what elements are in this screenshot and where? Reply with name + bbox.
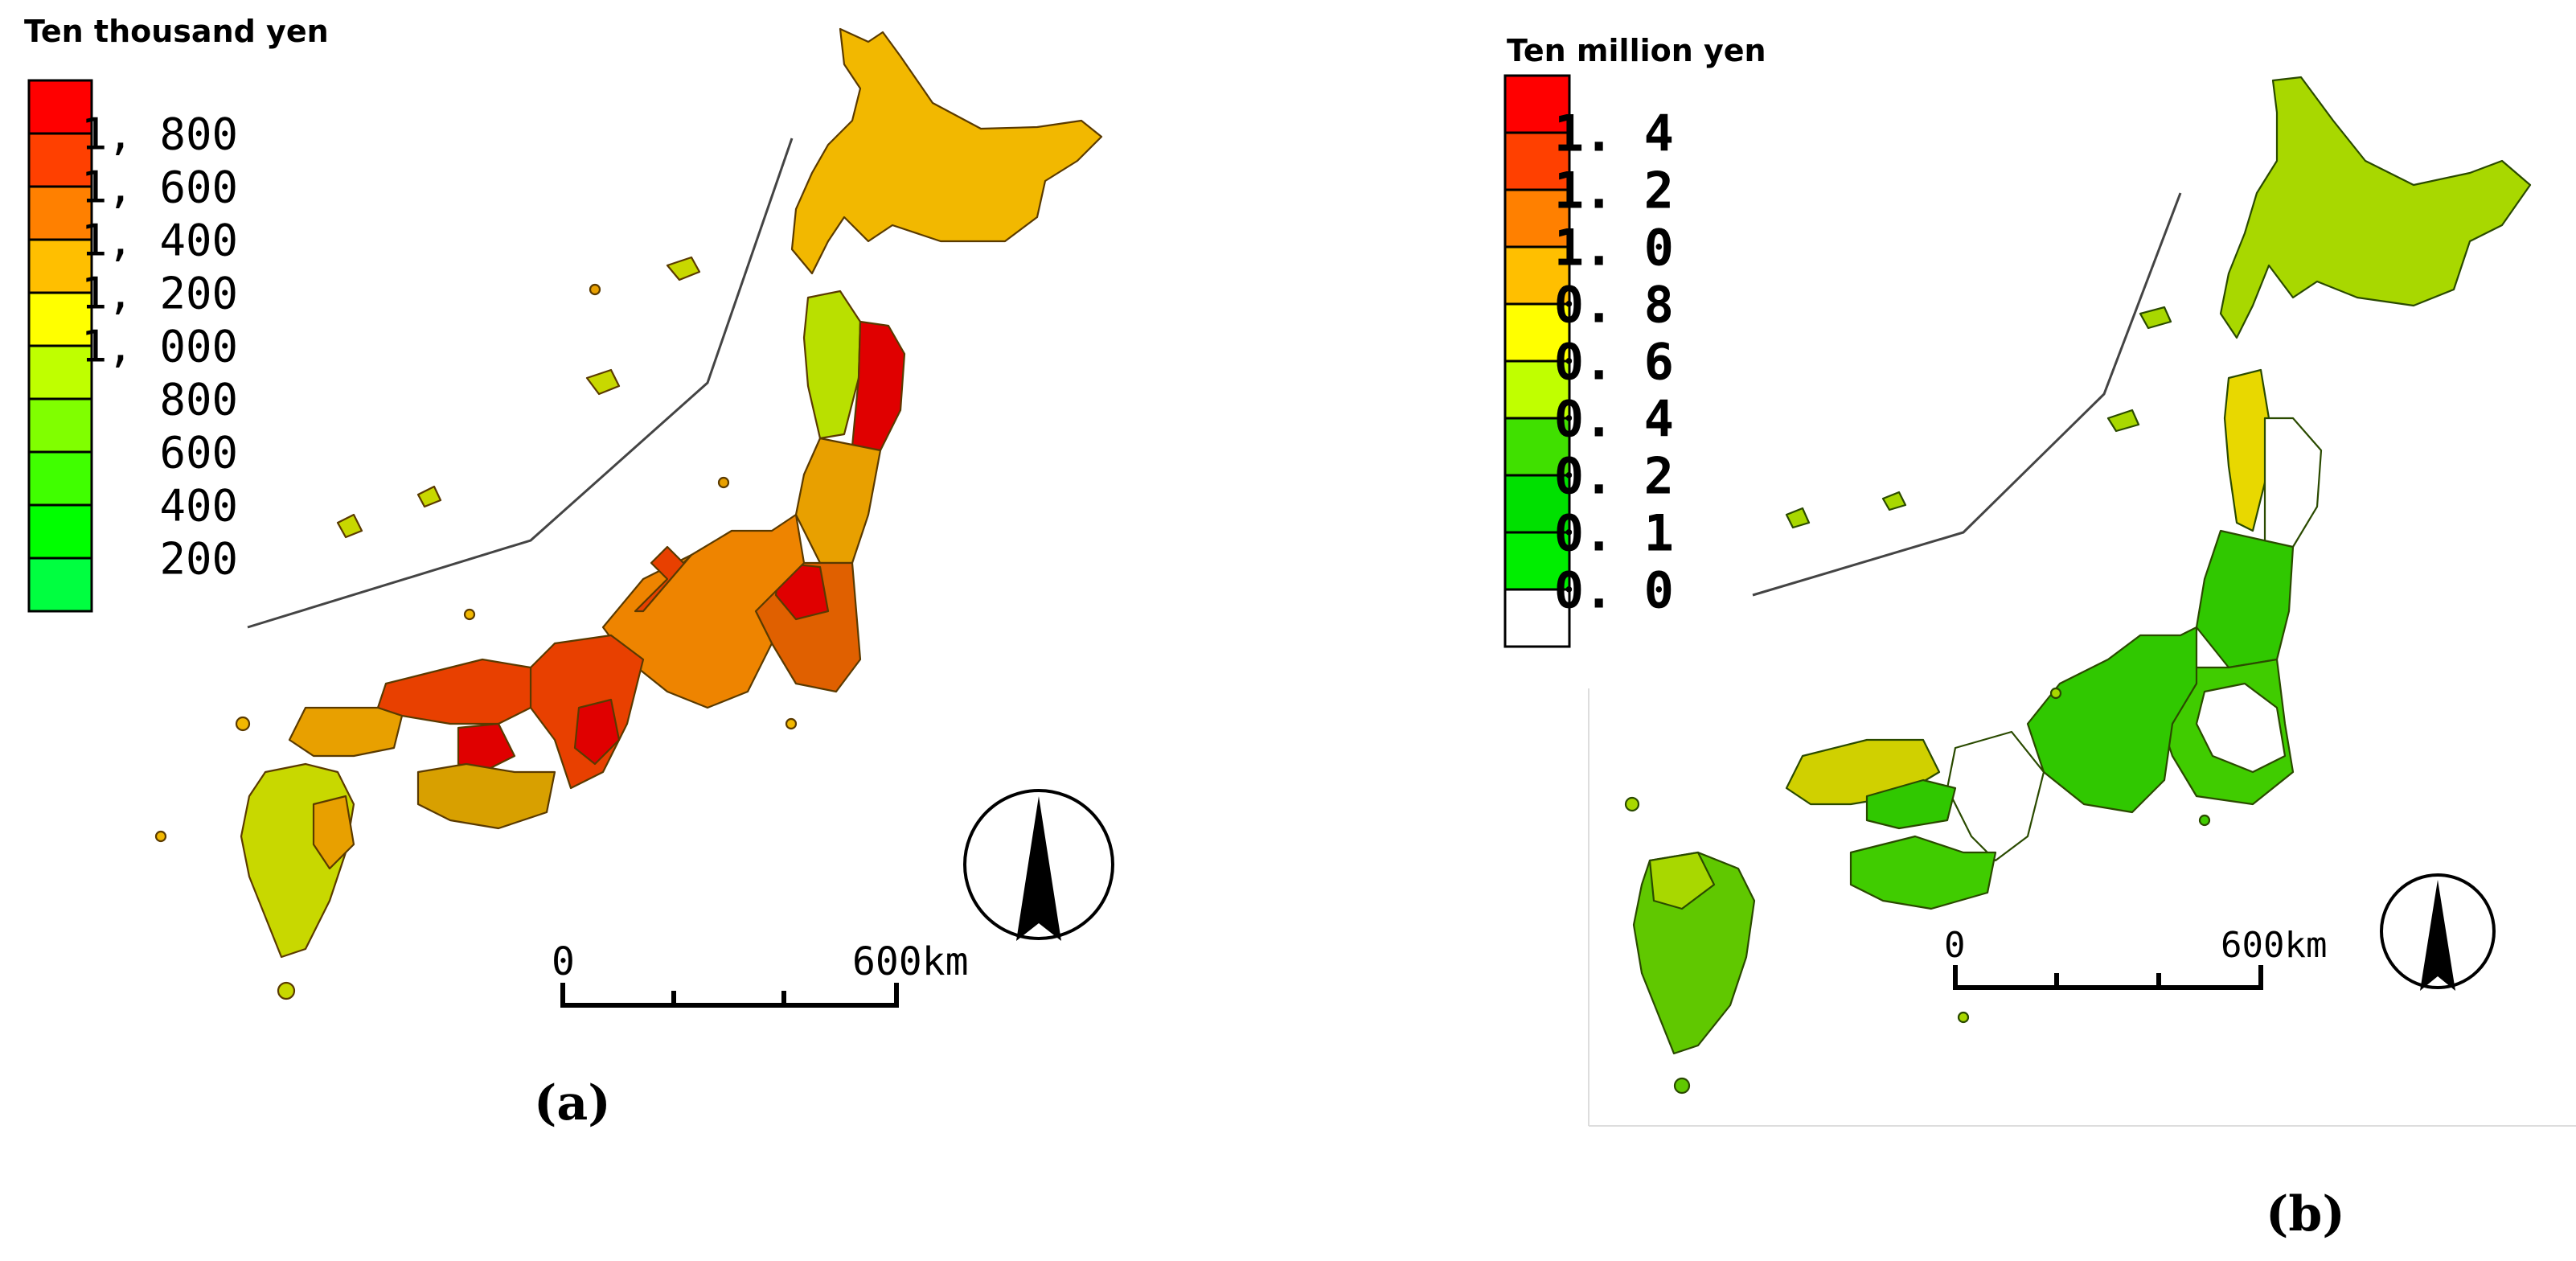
inset-divider-line-b xyxy=(1752,192,2182,597)
legend-label: 200 xyxy=(159,533,238,584)
okinawa-islands-a xyxy=(336,256,701,539)
north-arrow-b xyxy=(2380,873,2496,991)
island-b-2 xyxy=(1673,1077,1691,1095)
legend-label: 0. 4 xyxy=(1554,389,1674,448)
region-hokuriku-a xyxy=(634,545,693,613)
scale-bar-b xyxy=(1953,965,2263,990)
scale-end-label-a: 600km xyxy=(852,939,969,984)
legend-label: 0. 6 xyxy=(1554,332,1674,391)
japan-map-a xyxy=(154,27,1103,1000)
legend-label: 1, 800 xyxy=(81,109,238,159)
legend-b: 1. 41. 21. 00. 80. 60. 40. 20. 10. 0 xyxy=(1503,74,1674,648)
region-tohoku-east-b xyxy=(2263,417,2323,548)
scale-end-label-b: 600km xyxy=(2221,925,2327,966)
region-tohoku-west-b xyxy=(2223,368,2270,532)
legend-label: 0. 1 xyxy=(1554,503,1674,562)
legend-title-a: Ten thousand yen xyxy=(24,14,329,49)
island-b-5 xyxy=(2049,687,2062,700)
region-shikoku-b xyxy=(1849,835,1997,910)
island-b-1 xyxy=(1624,796,1640,812)
island-a-1 xyxy=(235,716,251,732)
legend-swatches-b xyxy=(1503,74,1571,648)
region-kyushu-north-b xyxy=(1648,851,1716,910)
scale-bar-a xyxy=(560,983,899,1008)
region-chugoku-red-a xyxy=(457,722,516,774)
legend-swatch xyxy=(1503,417,1571,477)
panel-label-a: (a) xyxy=(534,1075,611,1132)
map-panel-b: Ten million yen 1. 4 1. 2 1. 0 0. 8 0. 6 0. 4… xyxy=(1288,0,2576,1261)
island-a-3 xyxy=(154,830,167,843)
legend-label: 400 xyxy=(159,480,238,531)
japan-map-b xyxy=(1624,76,2532,1095)
island-b-3 xyxy=(1957,1011,1970,1024)
legend-labels-b: 1. 41. 21. 00. 80. 60. 40. 20. 10. 0 xyxy=(1554,104,1674,619)
region-chugoku-a xyxy=(376,658,532,725)
legend-label: 1, 000 xyxy=(81,321,238,372)
region-kyushu-east-a xyxy=(312,795,355,870)
okinawa-islands-b xyxy=(1785,306,2172,529)
legend-label: 1. 4 xyxy=(1554,104,1674,162)
legend-label: 0. 0 xyxy=(1554,561,1674,619)
map-b-svg: Ten million yen 1. 41. 21. 00. 80. 60. 4… xyxy=(1503,33,2576,1243)
legend-swatch xyxy=(27,397,93,454)
region-tohoku-west-a xyxy=(802,290,862,440)
legend-label: 1, 200 xyxy=(81,268,238,318)
legend-label: 1, 600 xyxy=(81,162,238,212)
legend-title-b: Ten million yen xyxy=(1507,33,1766,68)
scale-start-label-b: 0 xyxy=(1944,925,1966,966)
legend-label: 800 xyxy=(159,374,238,425)
north-arrow-a xyxy=(963,789,1114,941)
legend-label: 1, 400 xyxy=(81,215,238,265)
legend-label: 1. 2 xyxy=(1554,161,1674,220)
map-panel-a: Ten thousand yen 1, 800 1, 600 1, 400 1, 20… xyxy=(24,14,1114,1132)
region-chugoku-west-a xyxy=(288,706,404,758)
region-kinki-red-a xyxy=(573,698,621,766)
panel-label-b: (b) xyxy=(2266,1186,2345,1243)
region-chugoku-green-b xyxy=(1865,778,1957,830)
legend-label: 1. 0 xyxy=(1554,218,1674,277)
legend-swatch xyxy=(27,450,93,507)
legend-swatch xyxy=(27,344,93,400)
island-a-2 xyxy=(277,981,296,1000)
legend-swatch xyxy=(27,238,93,294)
inset-divider-line-a xyxy=(247,138,794,629)
region-hokkaido-a xyxy=(790,27,1103,275)
legend-label: 0. 8 xyxy=(1554,275,1674,334)
island-b-4 xyxy=(2198,814,2211,827)
legend-swatch xyxy=(27,503,93,560)
region-chubu-b xyxy=(2026,626,2198,814)
region-shikoku-a xyxy=(416,762,556,830)
region-kinki-b xyxy=(1946,730,2045,862)
legend-swatches-a xyxy=(27,79,93,613)
region-hokkaido-b xyxy=(2219,76,2532,339)
island-a-6 xyxy=(589,283,601,296)
legend-swatch xyxy=(27,557,93,613)
island-a-4 xyxy=(785,717,798,730)
legend-label: 600 xyxy=(159,427,238,478)
island-a-7 xyxy=(717,476,730,489)
island-a-5 xyxy=(463,608,476,621)
legend-swatch xyxy=(1503,474,1571,534)
region-kanto-white-b xyxy=(2195,682,2287,774)
legend-swatch xyxy=(1503,588,1571,648)
legend-swatch xyxy=(1503,74,1571,134)
legend-swatch xyxy=(1503,531,1571,591)
legend-label: 0. 2 xyxy=(1554,446,1674,505)
region-tohoku-south-a xyxy=(794,437,882,565)
region-iwate-a xyxy=(851,320,906,452)
scale-start-label-a: 0 xyxy=(552,939,575,984)
region-tohoku-south-b xyxy=(2195,529,2295,669)
